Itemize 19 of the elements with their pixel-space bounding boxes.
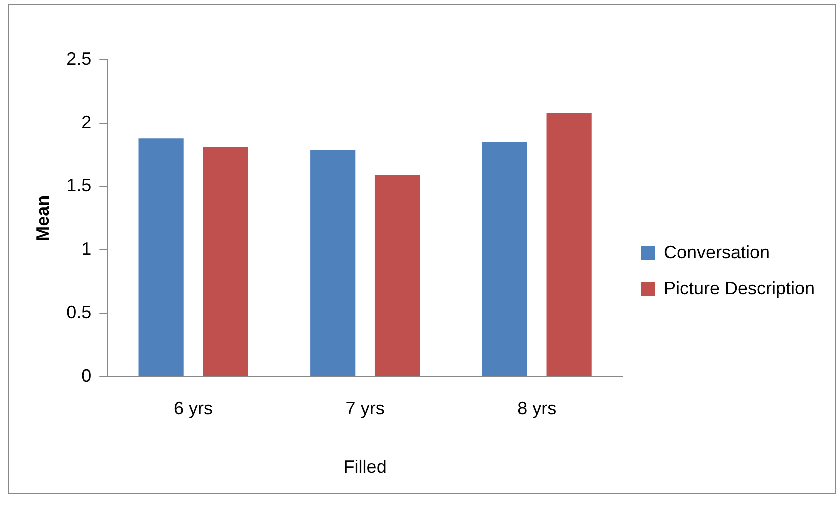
y-tick-label: 1.5: [66, 176, 92, 196]
bar: [138, 138, 184, 376]
y-tick-label: 2: [82, 112, 92, 132]
x-axis-title: Filled: [344, 457, 387, 478]
y-tick-label: 0: [82, 366, 92, 386]
bar: [482, 142, 528, 376]
legend-label: Picture Description: [664, 278, 816, 298]
legend-label: Conversation: [664, 242, 770, 262]
x-tick-label: 8 yrs: [518, 398, 557, 419]
y-tick-label: 2.5: [66, 48, 92, 69]
bar: [310, 150, 356, 376]
bar: [546, 113, 592, 376]
x-tick-label: 7 yrs: [346, 398, 385, 419]
y-tick-label: 0.5: [66, 302, 92, 322]
y-axis-title: Mean: [32, 195, 53, 242]
x-tick-label: 6 yrs: [174, 398, 214, 419]
bar: [374, 175, 420, 376]
y-tick-label: 1: [82, 239, 92, 260]
bar: [203, 147, 248, 376]
